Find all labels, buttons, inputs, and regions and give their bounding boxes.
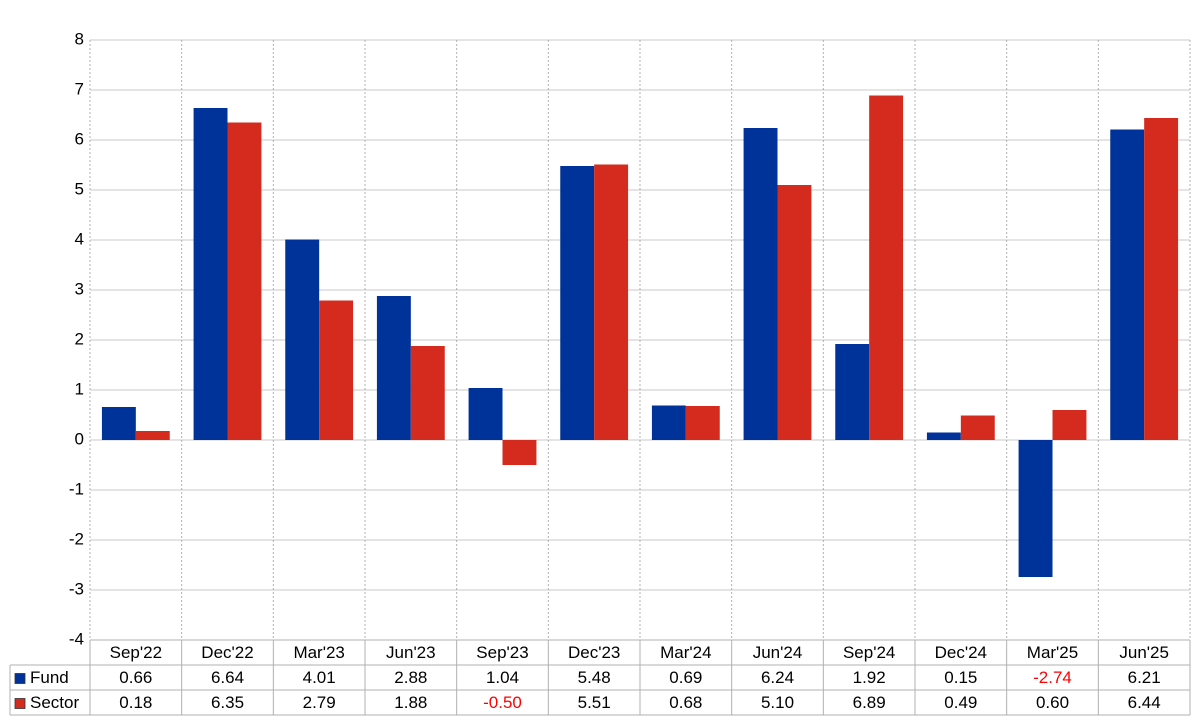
y-tick-label: 7	[75, 79, 84, 98]
table-value: -0.50	[483, 693, 522, 712]
bar	[101, 407, 136, 440]
bar	[560, 166, 595, 440]
table-value: 0.68	[669, 693, 702, 712]
table-value: 2.88	[394, 668, 427, 687]
bar	[410, 346, 445, 440]
bar	[685, 406, 720, 440]
x-tick-label: Jun'24	[753, 643, 803, 662]
bar	[285, 239, 320, 440]
x-tick-label: Jun'25	[1119, 643, 1169, 662]
x-tick-label: Mar'24	[660, 643, 711, 662]
bar	[835, 344, 870, 440]
bar	[1144, 118, 1179, 440]
bar	[594, 164, 629, 440]
bar	[319, 300, 354, 440]
y-tick-label: -4	[69, 629, 84, 648]
bar	[651, 405, 686, 440]
bar	[502, 440, 537, 465]
table-value: 1.92	[853, 668, 886, 687]
table-value: 0.66	[119, 668, 152, 687]
bar	[193, 108, 228, 440]
table-value: 0.49	[944, 693, 977, 712]
x-tick-label: Jun'23	[386, 643, 436, 662]
legend-swatch	[14, 673, 26, 684]
bar	[227, 122, 262, 440]
table-value: 6.89	[853, 693, 886, 712]
y-tick-label: 4	[75, 229, 84, 248]
table-value: 6.64	[211, 668, 244, 687]
x-tick-label: Mar'23	[293, 643, 344, 662]
x-tick-label: Dec'23	[568, 643, 620, 662]
table-value: 0.69	[669, 668, 702, 687]
y-tick-label: 5	[75, 179, 84, 198]
y-tick-label: 1	[75, 379, 84, 398]
table-value: 1.88	[394, 693, 427, 712]
legend-swatch	[14, 698, 26, 709]
x-tick-label: Dec'24	[935, 643, 987, 662]
bar	[376, 296, 411, 440]
y-tick-label: 3	[75, 279, 84, 298]
legend-label: Sector	[30, 693, 79, 712]
bar	[743, 128, 778, 440]
bar	[926, 432, 961, 440]
table-value: 0.15	[944, 668, 977, 687]
table-value: 5.51	[578, 693, 611, 712]
table-value: 0.18	[119, 693, 152, 712]
table-value: 4.01	[303, 668, 336, 687]
table-value: 5.10	[761, 693, 794, 712]
x-tick-label: Sep'23	[476, 643, 528, 662]
y-tick-label: 0	[75, 429, 84, 448]
bar	[135, 431, 170, 440]
table-value: 5.48	[578, 668, 611, 687]
legend-label: Fund	[30, 668, 69, 687]
x-tick-label: Dec'22	[201, 643, 253, 662]
y-tick-label: 6	[75, 129, 84, 148]
table-value: 2.79	[303, 693, 336, 712]
bar	[960, 415, 995, 440]
bar	[1018, 440, 1053, 577]
table-value: 6.44	[1128, 693, 1161, 712]
x-tick-label: Sep'22	[110, 643, 162, 662]
bar	[468, 388, 503, 440]
table-value: -2.74	[1033, 668, 1072, 687]
y-tick-label: -1	[69, 479, 84, 498]
bar	[1110, 129, 1145, 440]
bar	[777, 185, 812, 440]
y-tick-label: 8	[75, 29, 84, 48]
table-value: 6.24	[761, 668, 794, 687]
table-value: 6.21	[1128, 668, 1161, 687]
x-tick-label: Sep'24	[843, 643, 895, 662]
y-tick-label: -2	[69, 529, 84, 548]
bar	[1052, 410, 1087, 440]
bar	[869, 95, 904, 440]
x-tick-label: Mar'25	[1027, 643, 1078, 662]
table-value: 0.60	[1036, 693, 1069, 712]
y-tick-label: -3	[69, 579, 84, 598]
table-value: 1.04	[486, 668, 519, 687]
table-value: 6.35	[211, 693, 244, 712]
y-tick-label: 2	[75, 329, 84, 348]
